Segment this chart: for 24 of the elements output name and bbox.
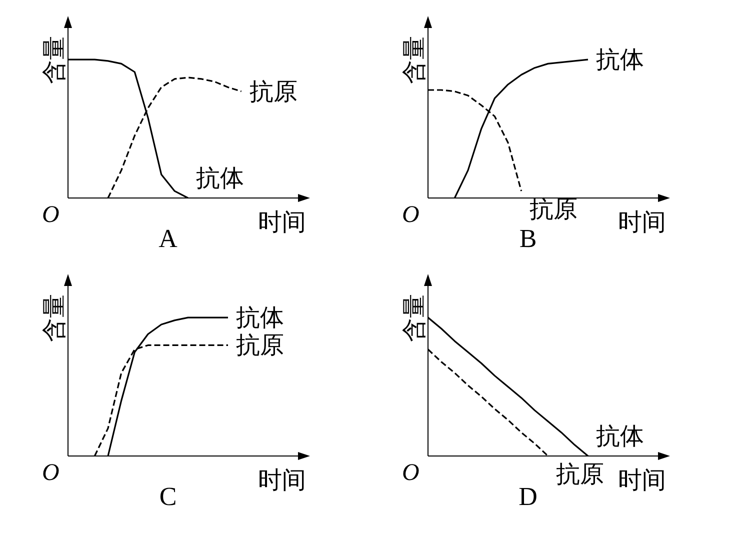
text: O (402, 202, 420, 229)
y-axis-title: 含量 (401, 36, 429, 84)
text: B (519, 224, 537, 253)
series-label: 抗体 (596, 424, 644, 450)
y-axis-title: 含量 (41, 36, 69, 84)
x-axis-title: 时间 (258, 467, 306, 496)
text: O (42, 460, 60, 487)
series-label: 抗原 (236, 333, 284, 360)
y-axis-title: 含量 (401, 294, 429, 342)
text: O (402, 460, 420, 487)
x-axis-title: 时间 (618, 209, 666, 238)
text: O (42, 202, 60, 229)
series-label: 抗原 (556, 462, 604, 488)
text: D (518, 482, 538, 511)
text: C (159, 482, 177, 511)
series-label: 抗体 (196, 166, 244, 192)
y-axis-title: 含量 (41, 294, 69, 342)
x-axis-title: 时间 (258, 209, 306, 238)
text: A (158, 224, 178, 253)
series-label: 抗体 (596, 48, 644, 74)
x-axis-title: 时间 (618, 467, 666, 496)
series-label: 抗原 (529, 197, 578, 224)
series-label: 抗体 (236, 306, 284, 332)
series-label: 抗原 (249, 79, 298, 106)
